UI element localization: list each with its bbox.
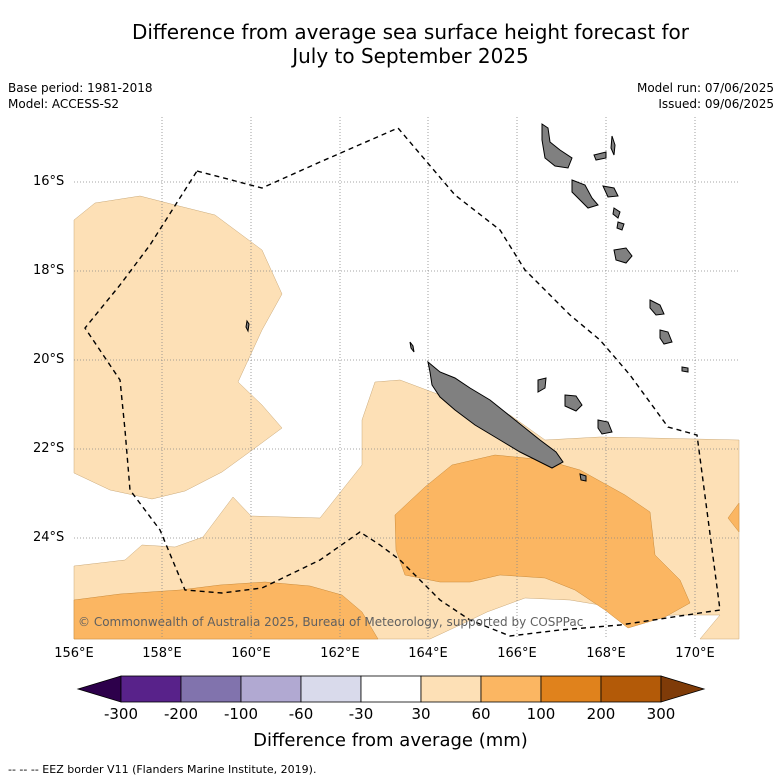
- vanuatu-espiritu-santo: [541, 123, 573, 169]
- walpole-island: [681, 366, 689, 373]
- vanuatu-epi: [612, 207, 621, 219]
- lon-label-164e: 164°E: [408, 646, 448, 661]
- anomaly-band-60-100-east-edge: [727, 502, 740, 533]
- lat-label-20s: 20°S: [33, 352, 65, 367]
- vanuatu-efate: [602, 185, 619, 198]
- belep-islands: [409, 341, 415, 353]
- map-title-line1: Difference from average sea surface heig…: [131, 20, 690, 44]
- vanuatu-pentecost: [610, 135, 616, 156]
- vanuatu-aneityum: [659, 329, 673, 345]
- isle-of-pines: [579, 473, 587, 482]
- colorbar-tick-label: 100: [526, 705, 556, 723]
- lat-label-24s: 24°S: [33, 530, 65, 545]
- lon-label-158e: 158°E: [142, 646, 182, 661]
- model-run-text: Model run: 07/06/2025: [636, 81, 774, 95]
- colorbar-label: Difference from average (mm): [253, 730, 528, 751]
- model-text: Model: ACCESS-S2: [8, 97, 120, 111]
- new-caledonia-island: [427, 360, 564, 469]
- lat-label-18s: 18°S: [33, 263, 65, 278]
- colorbar-tick-label: -60: [288, 705, 314, 723]
- colorbar-tick-label: 200: [586, 705, 616, 723]
- colorbar-tick-label: -100: [223, 705, 259, 723]
- chesterfield-islet: [245, 319, 250, 333]
- eez-border-footnote: -- -- -- EEZ border V11 (Flanders Marine…: [8, 763, 317, 776]
- colorbar-tick-label: 60: [471, 705, 491, 723]
- vanuatu-erromango: [613, 247, 633, 264]
- vanuatu-shepherd: [616, 221, 625, 231]
- loyalty-lifou: [564, 394, 583, 412]
- vanuatu-ambae: [593, 151, 607, 161]
- colorbar-tick-label: -300: [103, 705, 139, 723]
- lon-label-170e: 170°E: [675, 646, 715, 661]
- lon-label-160e: 160°E: [231, 646, 271, 661]
- colorbar-tick-label: -200: [163, 705, 199, 723]
- map-gridlines: [74, 117, 739, 639]
- anomaly-band-30-60-west: [73, 195, 283, 500]
- lon-label-162e: 162°E: [320, 646, 360, 661]
- loyalty-ouvea: [537, 377, 547, 393]
- issued-text: Issued: 09/06/2025: [658, 97, 774, 111]
- loyalty-mare: [597, 419, 613, 435]
- colorbar-tick-label: 300: [646, 705, 676, 723]
- colorbar-tick-label: -30: [348, 705, 374, 723]
- eez-border: [84, 127, 721, 637]
- lon-label-166e: 166°E: [497, 646, 537, 661]
- base-period-text: Base period: 1981-2018: [8, 81, 153, 95]
- lon-label-156e: 156°E: [54, 646, 94, 661]
- lon-label-168e: 168°E: [586, 646, 626, 661]
- land-masses: [245, 123, 689, 482]
- anomaly-band-60-100-central: [394, 454, 691, 629]
- lat-label-16s: 16°S: [33, 174, 65, 189]
- anomaly-band-60-100-southwest: [73, 581, 379, 640]
- vanuatu-tanna: [649, 299, 665, 316]
- vanuatu-malakula: [571, 179, 599, 209]
- colorbar-tick-label: 30: [411, 705, 431, 723]
- lat-label-22s: 22°S: [33, 441, 65, 456]
- map-title-line2: July to September 2025: [292, 44, 529, 68]
- copyright-text: © Commonwealth of Australia 2025, Bureau…: [78, 615, 583, 629]
